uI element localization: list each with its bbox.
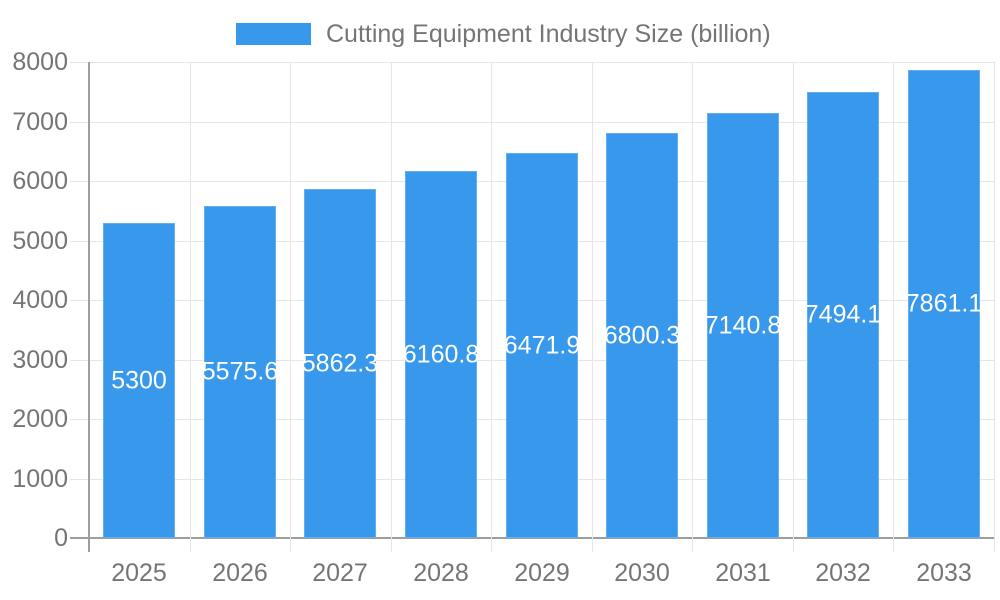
vertical-gridline (793, 62, 794, 552)
y-axis-line (88, 62, 90, 552)
vertical-gridline (391, 62, 392, 552)
bar-value-label: 6160.8 (402, 340, 480, 368)
y-axis-tick-label: 7000 (12, 108, 68, 136)
x-axis-tick-label: 2027 (312, 559, 368, 587)
bar-2025[interactable]: 5300 (103, 223, 175, 538)
horizontal-gridline (70, 62, 994, 63)
y-axis-tick-label: 1000 (12, 465, 68, 493)
bar-value-label: 7494.1 (804, 300, 882, 329)
x-axis-tick-label: 2031 (715, 559, 771, 587)
bar-value-label: 6471.9 (503, 331, 581, 359)
y-axis-tick-label: 0 (54, 524, 68, 552)
x-axis-tick-label: 2033 (916, 559, 972, 587)
bar-2028[interactable]: 6160.8 (402, 171, 480, 538)
bar-2026[interactable]: 5575.6 (201, 206, 279, 538)
x-axis-tick-label: 2029 (514, 559, 570, 587)
vertical-gridline (893, 62, 894, 552)
legend-swatch (236, 23, 311, 45)
bar-value-label: 7140.8 (704, 311, 782, 339)
vertical-gridline (692, 62, 693, 552)
vertical-gridline (190, 62, 191, 552)
vertical-gridline (290, 62, 291, 552)
y-axis-tick-label: 5000 (12, 227, 68, 255)
bar-value-label: 5575.6 (201, 357, 279, 386)
bar-2032[interactable]: 7494.1 (804, 92, 882, 538)
x-axis-tick-label: 2030 (614, 559, 670, 587)
y-axis-tick-label: 3000 (12, 346, 68, 374)
vertical-gridline (592, 62, 593, 552)
bar-value-label: 5862.3 (301, 349, 379, 377)
bar-value-label: 5300 (111, 366, 167, 394)
bar-2029[interactable]: 6471.9 (503, 153, 581, 538)
bar-2027[interactable]: 5862.3 (301, 189, 379, 538)
y-axis-tick-label: 6000 (12, 167, 68, 195)
bar-value-label: 7861.1 (905, 289, 983, 318)
vertical-gridline (994, 62, 995, 552)
bar-value-label: 6800.3 (603, 321, 681, 349)
y-axis-tick-label: 4000 (12, 286, 68, 314)
legend-label: Cutting Equipment Industry Size (billion… (326, 20, 771, 48)
chart-legend: Cutting Equipment Industry Size (billion… (236, 20, 771, 48)
bar-2031[interactable]: 7140.8 (704, 113, 782, 538)
x-axis-tick-label: 2025 (111, 559, 167, 587)
vertical-gridline (491, 62, 492, 552)
y-axis-tick-label: 2000 (12, 405, 68, 433)
x-axis-tick-label: 2032 (815, 559, 871, 587)
horizontal-gridline (70, 537, 994, 539)
horizontal-gridline (70, 122, 994, 123)
x-axis-tick-label: 2028 (413, 559, 469, 587)
x-axis-tick-label: 2026 (212, 559, 268, 587)
bar-2030[interactable]: 6800.3 (603, 133, 681, 538)
bar-2033[interactable]: 7861.1 (905, 70, 983, 538)
y-axis-tick-label: 8000 (12, 48, 68, 76)
